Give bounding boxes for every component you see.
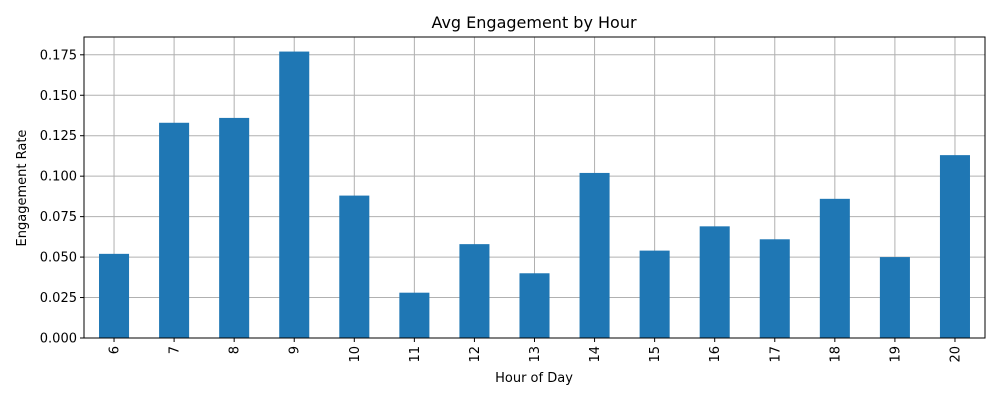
bar-hour-8 (219, 117, 250, 339)
y-axis-ticks: 0.000 0.025 0.050 0.075 0.100 0.125 0.150 0.175 (40, 48, 84, 347)
x-tick-label: 10 (348, 346, 363, 363)
y-axis-label: Engagement Rate (15, 130, 30, 247)
x-tick-label: 9 (288, 346, 303, 354)
bar-hour-18 (819, 198, 850, 338)
bar-hour-19 (879, 257, 910, 338)
bar-hour-14 (579, 172, 610, 338)
bar-hour-13 (519, 273, 550, 338)
bar-hour-20 (939, 155, 970, 338)
bars (99, 51, 970, 339)
y-tick-label: 0.175 (40, 48, 77, 63)
y-tick-label: 0.150 (40, 89, 77, 104)
bar-hour-12 (459, 244, 490, 338)
x-tick-label: 15 (648, 346, 663, 363)
y-tick-label: 0.125 (40, 129, 77, 144)
x-tick-label: 19 (888, 346, 903, 363)
x-tick-label: 14 (588, 346, 603, 363)
y-tick-label: 0.025 (40, 291, 77, 306)
x-axis-label: Hour of Day (495, 371, 573, 386)
y-tick-label: 0.050 (40, 251, 77, 266)
x-tick-label: 12 (468, 346, 483, 363)
x-tick-label: 16 (708, 346, 723, 363)
y-tick-label: 0.000 (40, 332, 77, 347)
bar-hour-17 (759, 239, 790, 338)
bar-hour-9 (279, 51, 310, 339)
x-tick-label: 8 (228, 346, 243, 354)
bar-hour-10 (339, 195, 370, 338)
x-tick-label: 11 (408, 346, 423, 363)
bar-hour-7 (159, 122, 190, 338)
x-tick-label: 6 (108, 346, 123, 354)
x-tick-label: 17 (768, 346, 783, 363)
bar-hour-16 (699, 226, 730, 338)
y-tick-label: 0.075 (40, 210, 77, 225)
x-axis-ticks: 6 7 8 9 10 11 12 13 14 15 16 17 18 19 20 (108, 338, 963, 363)
bar-hour-11 (399, 292, 430, 338)
y-tick-label: 0.100 (40, 170, 77, 185)
x-tick-label: 7 (168, 346, 183, 354)
x-tick-label: 18 (828, 346, 843, 363)
x-tick-label: 13 (528, 346, 543, 363)
chart-title: Avg Engagement by Hour (431, 13, 637, 32)
bar-hour-15 (639, 250, 670, 338)
bar-hour-6 (99, 253, 130, 338)
x-tick-label: 20 (948, 346, 963, 363)
